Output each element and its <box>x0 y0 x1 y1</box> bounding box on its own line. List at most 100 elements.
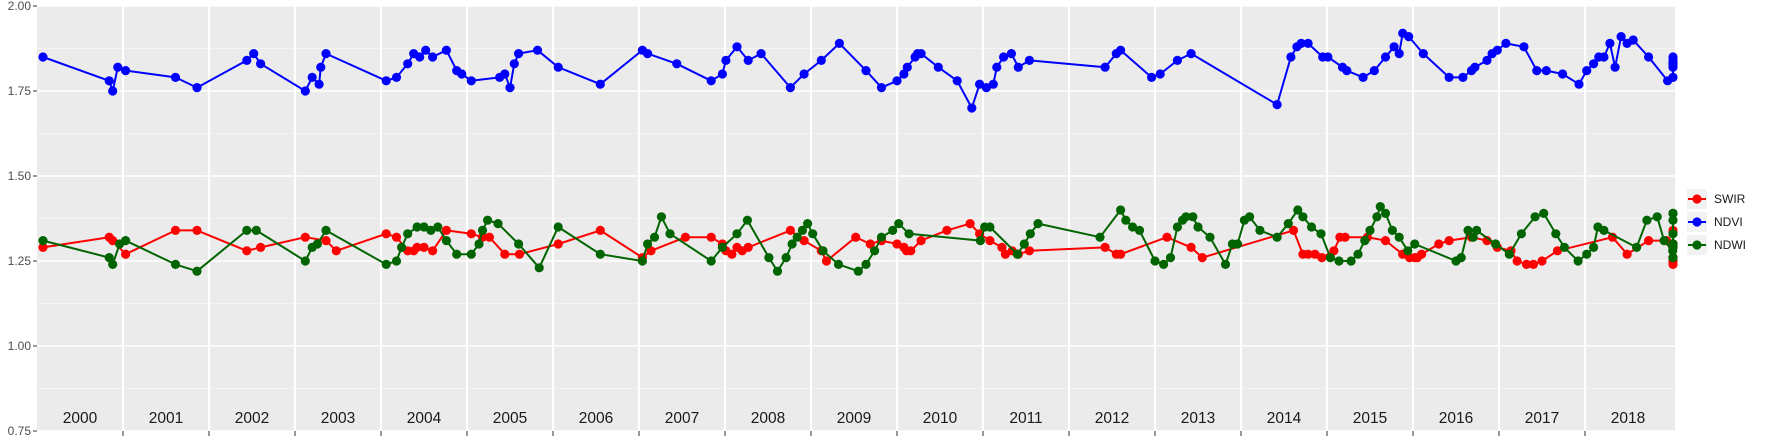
ndvi-point <box>1582 66 1592 76</box>
swir-point <box>785 225 796 235</box>
ndwi-point <box>1539 208 1549 218</box>
swir-point <box>242 246 252 256</box>
swir-point <box>727 249 737 259</box>
year-label: 2002 <box>235 410 269 427</box>
ndwi-point <box>781 253 791 263</box>
y-axis: 0.75 1.00 1.25 1.50 1.75 2.00 <box>8 0 37 438</box>
ndwi-point <box>426 225 436 235</box>
swir-point <box>1644 236 1654 246</box>
ndvi-point <box>861 66 871 76</box>
ndvi-point <box>1418 49 1428 59</box>
ndvi-point <box>1006 49 1017 59</box>
ndvi-point <box>421 45 431 55</box>
ndwi-point <box>1599 225 1609 235</box>
ndwi-point <box>1316 229 1326 239</box>
ndvi-point <box>721 55 731 65</box>
ndvi-point <box>170 72 181 82</box>
ndvi-point <box>1389 42 1399 52</box>
ndwi-point <box>1159 259 1169 269</box>
ndvi-point <box>415 52 425 62</box>
ndwi-point <box>1387 225 1397 235</box>
ndwi-point <box>792 232 802 242</box>
ndvi-point <box>1532 66 1542 76</box>
ndvi-point <box>981 83 992 93</box>
swir-point <box>391 232 402 242</box>
ndvi-point <box>899 69 909 79</box>
ndvi-point <box>514 49 524 59</box>
swir-point <box>965 219 975 229</box>
swir-point <box>1100 242 1110 252</box>
ndwi-point <box>797 225 808 235</box>
swir-point <box>942 225 952 235</box>
ndvi-point <box>902 62 912 72</box>
year-label: 2017 <box>1525 410 1559 427</box>
swir-point <box>865 239 875 249</box>
swir-point <box>1434 239 1444 249</box>
swir-point <box>997 242 1007 252</box>
ndvi-point <box>1024 55 1034 65</box>
swir-point <box>985 236 995 246</box>
ndvi-point <box>38 52 48 62</box>
ndwi-point <box>1306 222 1317 232</box>
ndvi-point <box>1186 49 1196 59</box>
ndvi-point <box>1286 52 1296 62</box>
year-label: 2001 <box>149 410 183 427</box>
y-tick-label: 1.75 <box>8 84 32 98</box>
ndwi-point <box>1589 242 1599 252</box>
ndwi-point <box>665 229 675 239</box>
ndvi-point <box>999 52 1009 62</box>
ndvi-point <box>1501 38 1511 49</box>
swir-point <box>256 242 266 252</box>
ndwi-series <box>38 202 1678 276</box>
ndvi-point <box>381 76 391 86</box>
ndvi-point <box>1380 52 1391 62</box>
swir-point <box>906 246 916 256</box>
ndvi-point <box>242 55 252 65</box>
swir-point <box>1537 256 1547 266</box>
ndvi-point <box>1482 55 1492 65</box>
swir-point <box>1329 246 1339 256</box>
ndvi-point <box>834 38 845 49</box>
ndwi-point <box>1456 253 1466 263</box>
ndvi-point <box>706 76 716 86</box>
swir-point <box>1552 246 1563 256</box>
ndvi-point <box>1616 31 1626 42</box>
ndwi-point <box>764 253 774 263</box>
ndvi-point <box>1444 72 1454 82</box>
ndwi-point <box>192 266 202 276</box>
ndwi-point <box>706 256 716 266</box>
ndvi-point <box>466 76 476 86</box>
swir-point <box>419 242 429 252</box>
ndwi-point <box>643 239 653 249</box>
swir-point <box>1000 249 1011 259</box>
swir-point <box>1288 225 1299 235</box>
swir-point <box>680 232 691 242</box>
ndwi-point <box>904 229 914 239</box>
ndvi-point <box>553 62 563 72</box>
ndwi-point <box>1504 249 1514 259</box>
ndwi-point <box>1325 253 1335 263</box>
x-axis: 2000 2001 2002 2003 2004 2005 2006 2007 2008 2009… <box>63 410 1645 436</box>
ndvi-point <box>743 55 753 65</box>
swir-point <box>300 232 310 242</box>
ndvi-point <box>256 59 266 69</box>
ndwi-point <box>1172 222 1182 232</box>
swir-point <box>192 225 202 235</box>
ndwi-point <box>1193 222 1203 232</box>
ndvi-point <box>192 83 202 93</box>
swir-point <box>121 249 131 259</box>
legend-label: NDWI <box>1714 238 1746 252</box>
ndwi-point <box>1463 225 1473 235</box>
swir-point <box>706 232 716 242</box>
ndwi-point <box>483 215 493 225</box>
swir-point <box>1303 249 1313 259</box>
ndvi-point <box>1610 62 1620 72</box>
ndwi-point <box>381 259 391 269</box>
year-label: 2013 <box>1181 410 1215 427</box>
ndvi-point <box>1558 69 1568 79</box>
swir-point <box>1024 246 1034 256</box>
ndvi-point <box>532 45 543 55</box>
ndvi-point <box>321 49 331 59</box>
ndvi-point <box>717 69 728 79</box>
ndwi-point <box>1372 212 1382 222</box>
